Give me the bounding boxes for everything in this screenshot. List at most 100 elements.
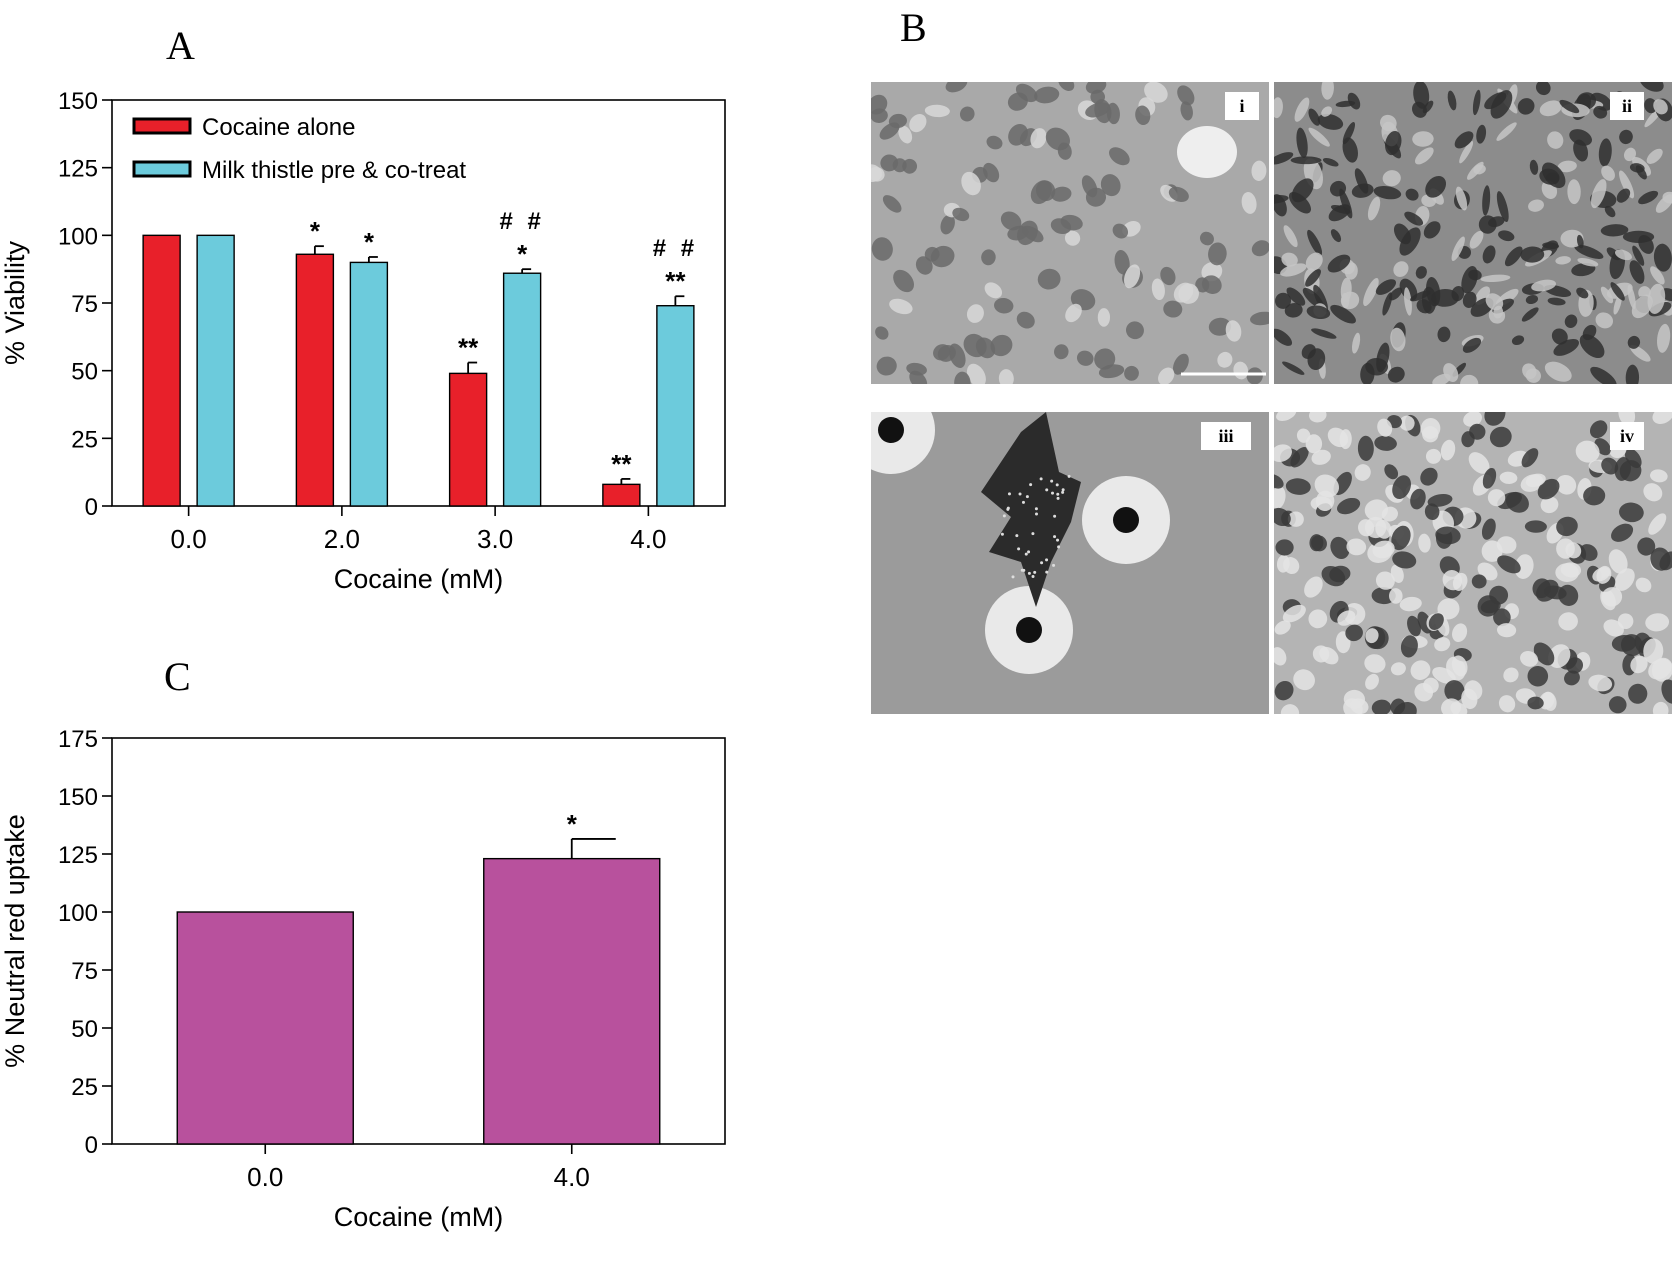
micrograph-cell <box>1274 328 1293 346</box>
micrograph-cell <box>1380 114 1397 132</box>
micrograph-cell <box>1529 159 1539 175</box>
micrograph-cell <box>1643 638 1664 664</box>
micrograph-cell <box>1648 658 1672 680</box>
panel-letter-c: C <box>164 654 191 699</box>
micrograph-cell <box>1590 366 1617 384</box>
micrograph-cell <box>871 164 882 183</box>
micrograph-cell <box>1520 650 1539 667</box>
micrograph-cell <box>1557 160 1577 173</box>
micrograph-cell <box>1629 344 1651 362</box>
micrograph-cell <box>888 113 907 129</box>
micrograph-granule <box>1007 492 1011 496</box>
micrograph-cell <box>1606 247 1621 261</box>
micrograph-granule <box>1029 483 1033 487</box>
chart-a-ytick-label: 125 <box>58 156 98 183</box>
micrograph-cell <box>1327 427 1349 448</box>
micrograph-granule <box>1006 506 1010 510</box>
micrograph-cell <box>1661 679 1672 704</box>
chart-a-bar <box>502 272 542 507</box>
micrograph-granule <box>1034 507 1038 511</box>
micrograph-cell <box>1346 538 1367 556</box>
chart-a-significance-label: * <box>517 239 528 269</box>
micrograph-cell <box>1452 623 1468 643</box>
micrograph-cell <box>1613 294 1622 315</box>
micrograph-cell <box>1558 612 1578 631</box>
micrograph-cell <box>1416 299 1432 314</box>
micrograph-cell <box>1627 335 1641 349</box>
micrograph-cell <box>1619 502 1644 523</box>
micrograph-cell <box>1614 568 1635 591</box>
micrograph-granule <box>1050 479 1054 483</box>
micrograph-cell <box>1468 269 1482 281</box>
micrograph-cell <box>1410 488 1426 510</box>
micrograph-cell <box>1321 106 1333 117</box>
micrograph-cell <box>1478 215 1497 234</box>
micrograph-cell-body <box>981 412 1081 607</box>
chart-a-ytick-label: 100 <box>58 223 98 250</box>
micrograph-cell <box>933 344 951 361</box>
micrograph-cell <box>1601 457 1619 475</box>
micrograph-cell <box>1535 82 1551 96</box>
micrograph-cell <box>1463 412 1482 427</box>
micrograph-granule <box>1040 561 1044 565</box>
micrograph-cell <box>1589 420 1608 439</box>
micrograph-cell <box>1374 435 1397 451</box>
micrograph-cell <box>1598 138 1612 167</box>
micrograph-cell <box>1588 674 1613 692</box>
chart-a-legend-swatch <box>132 160 192 178</box>
micrograph-cell <box>1017 220 1038 246</box>
micrograph-cell <box>1399 596 1422 612</box>
micrograph-granule <box>1045 570 1049 574</box>
micrograph-cell <box>1410 290 1431 302</box>
micrograph-cell <box>882 195 902 213</box>
micrograph-cell <box>1354 464 1371 481</box>
micrograph-cell <box>1413 82 1430 109</box>
micrograph-cell <box>1100 174 1121 197</box>
micrograph-cell <box>1635 165 1647 180</box>
micrograph-cell <box>1464 680 1483 701</box>
micrograph-cell <box>1407 615 1421 637</box>
panel-letter-a: A <box>166 23 195 68</box>
micrograph-cell <box>1144 82 1168 103</box>
micrograph-cell <box>1639 82 1664 92</box>
micrograph-cell <box>1469 230 1484 249</box>
micrograph-iv-image <box>1274 412 1672 714</box>
micrograph-cell <box>1610 282 1625 301</box>
micrograph-cell <box>1423 221 1441 239</box>
micrograph-cell <box>1627 284 1636 310</box>
micrograph-cell <box>1475 286 1491 305</box>
chart-c-significance-label: * <box>567 809 578 839</box>
micrograph-cell <box>876 356 897 376</box>
micrograph-cell <box>1604 205 1616 218</box>
chart-a-ytick-label: 25 <box>71 426 98 453</box>
micrograph-cell <box>1051 186 1072 202</box>
micrograph-cell <box>1345 624 1363 642</box>
micrograph-cell <box>1274 195 1289 204</box>
micrograph-cell <box>1459 141 1474 164</box>
micrograph-cell <box>1517 98 1535 115</box>
micrograph-cell <box>1576 234 1584 249</box>
micrograph-cell <box>1085 187 1107 207</box>
micrograph-cell <box>990 334 1013 357</box>
micrograph-cell <box>1575 440 1600 463</box>
micrograph-cell <box>1467 161 1484 180</box>
micrograph-cell <box>1387 366 1405 383</box>
micrograph-cell <box>1482 185 1491 216</box>
micrograph-cell <box>1287 511 1304 527</box>
micrograph-cell <box>1290 447 1309 468</box>
micrograph-granule <box>1067 474 1071 478</box>
micrograph-cell <box>1428 613 1444 630</box>
micrograph-granule <box>1034 512 1038 516</box>
micrograph-granule <box>1033 570 1037 574</box>
chart-a-bar <box>602 483 641 507</box>
micrograph-cell <box>1286 287 1306 306</box>
micrograph-cell <box>1311 328 1337 339</box>
micrograph-cell <box>1531 279 1557 292</box>
micrograph-granule <box>1021 500 1025 504</box>
micrograph-cell <box>1276 554 1290 573</box>
micrograph-cell <box>961 171 981 196</box>
micrograph-cell <box>1306 305 1331 320</box>
micrograph-cell <box>1160 266 1176 286</box>
chart-a-xtick-label: 0.0 <box>171 524 207 554</box>
micrograph-cell <box>1016 617 1042 643</box>
